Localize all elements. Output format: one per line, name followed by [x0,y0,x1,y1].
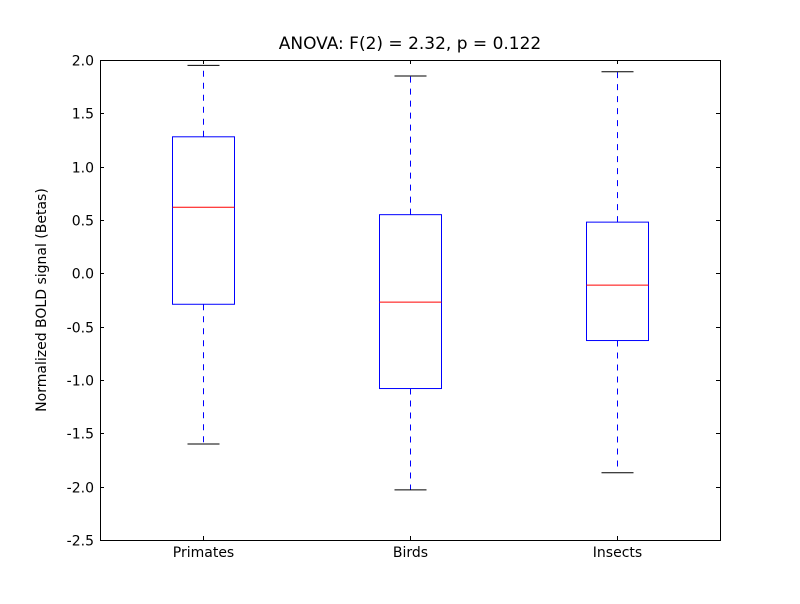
y-tick-label: -2.5 [67,534,94,550]
x-tick-label: Primates [173,545,234,561]
box [586,221,649,342]
y-tick-label: 1.5 [72,107,94,123]
box [379,214,442,390]
y-tick-label: 2.0 [72,54,94,70]
y-tick-label: -1.5 [67,427,94,443]
y-tick-label: 0.0 [72,267,94,283]
y-tick-label: 0.5 [72,214,94,230]
x-tick-label: Insects [593,545,642,561]
x-tick-label: Birds [393,545,428,561]
y-tick-label: -2.0 [67,481,94,497]
box [172,136,235,305]
chart-title: ANOVA: F(2) = 2.32, p = 0.122 [279,34,542,54]
y-tick-label: 1.0 [72,161,94,177]
y-tick-label: -0.5 [67,321,94,337]
y-axis-label: Normalized BOLD signal (Betas) [34,188,50,412]
y-tick-label: -1.0 [67,374,94,390]
plot-frame [100,60,721,541]
